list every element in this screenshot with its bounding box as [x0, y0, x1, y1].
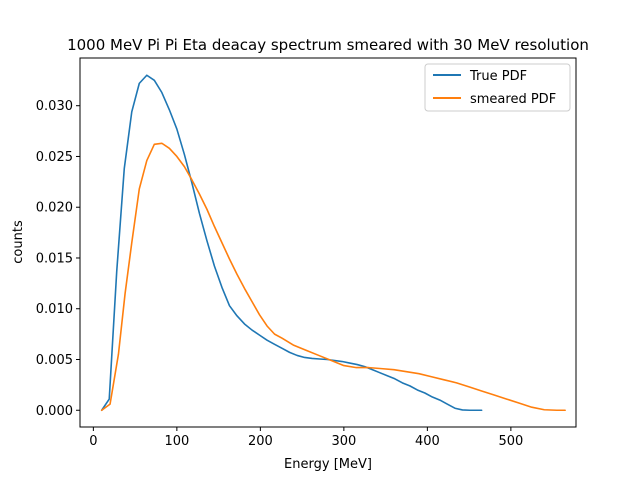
series-line-smeared-pdf — [100, 142, 566, 412]
series-line-true-pdf — [100, 74, 483, 412]
y-tick-label: 0.025 — [36, 150, 73, 165]
x-tick-label: 0 — [89, 434, 97, 449]
chart-title: 1000 MeV Pi Pi Eta deacay spectrum smear… — [67, 36, 589, 54]
legend-box — [424, 63, 571, 112]
y-tick-label: 0.010 — [36, 302, 73, 317]
y-axis-label: counts — [11, 220, 26, 264]
plot-area: 0 100 200 300 400 500 0.0000.0050.0100.0150.0… — [36, 57, 577, 449]
x-tick-label: 500 — [498, 434, 523, 449]
y-axis-ticks: 0.000 0.005 0.010 0.015 0.020 0.025 0.030 — [36, 99, 80, 419]
y-tick-label: 0.020 — [36, 201, 73, 216]
legend: True PDF smeared PDF — [424, 63, 571, 112]
x-tick-label: 300 — [331, 434, 356, 449]
series-layer — [100, 74, 566, 412]
x-tick-label: 200 — [248, 434, 273, 449]
x-axis-ticks: 0 100 200 300 400 500 — [89, 427, 523, 449]
y-tick-label: 0.030 — [36, 99, 73, 114]
x-tick-label: 400 — [415, 434, 440, 449]
y-tick-label: 0.005 — [36, 353, 73, 368]
x-tick-label: 100 — [164, 434, 189, 449]
legend-label-smeared-pdf: smeared PDF — [470, 92, 556, 107]
legend-label-true-pdf: True PDF — [469, 69, 527, 84]
axes-frame — [79, 57, 577, 428]
x-axis-label: Energy [MeV] — [284, 457, 372, 472]
y-tick-label: 0.000 — [36, 404, 73, 419]
y-tick-label: 0.015 — [36, 251, 73, 266]
